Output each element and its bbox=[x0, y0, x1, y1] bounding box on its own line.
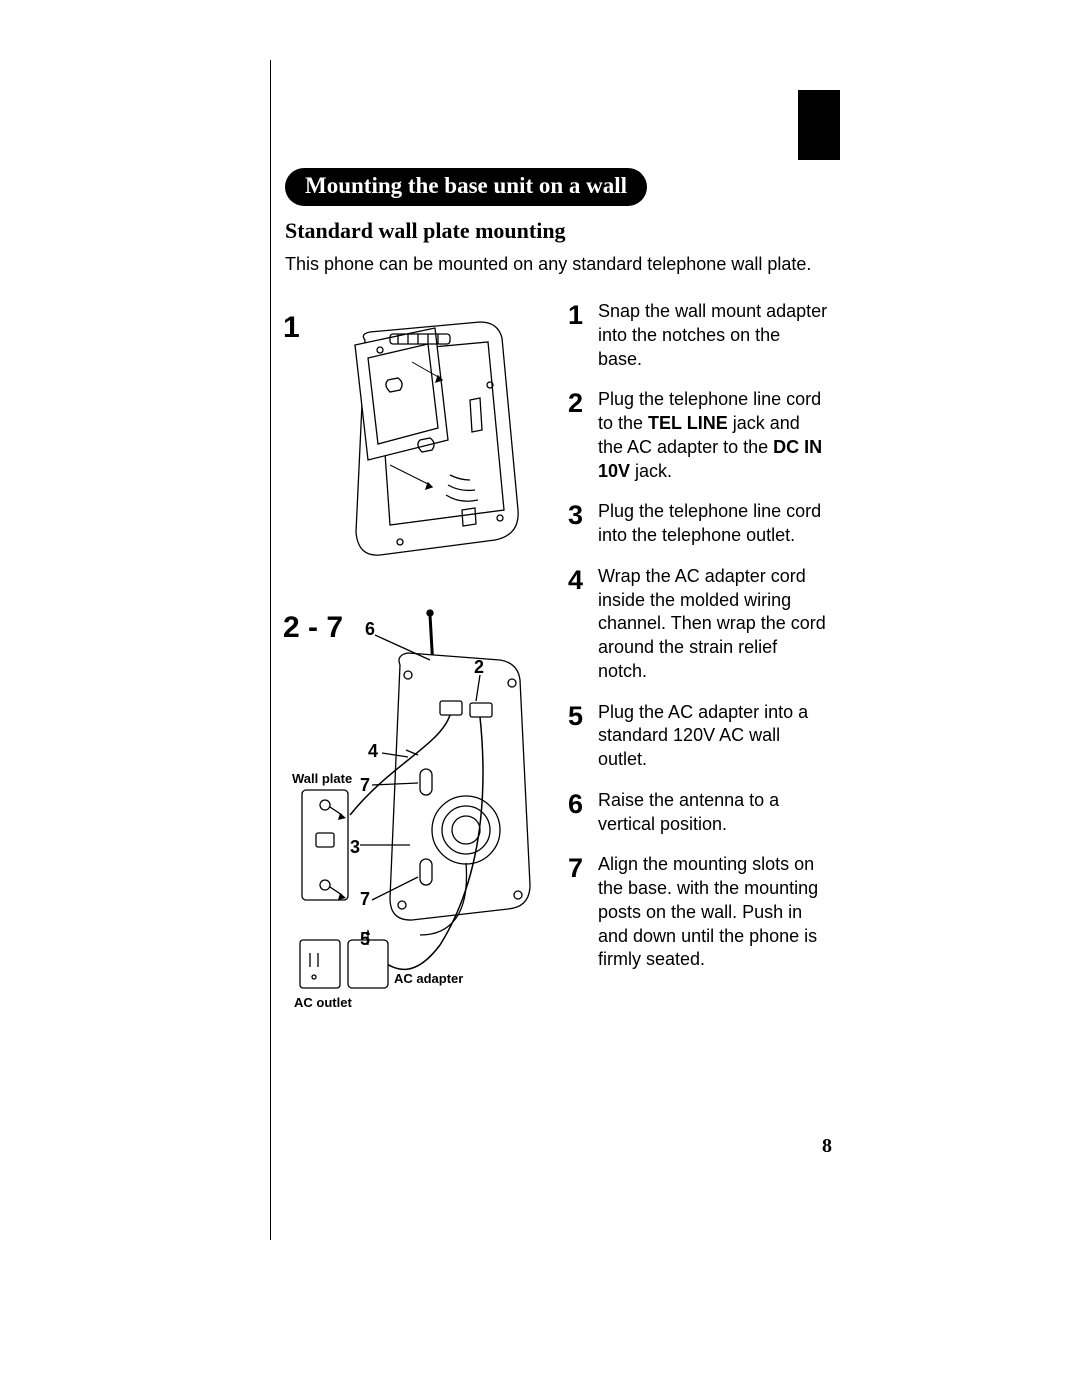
callout-7b: 7 bbox=[360, 889, 370, 909]
vertical-divider bbox=[270, 60, 271, 1240]
step-text: Wrap the AC adapter cord inside the mold… bbox=[598, 565, 828, 684]
step-list: 1Snap the wall mount adapter into the no… bbox=[568, 300, 828, 989]
section-subheading: Standard wall plate mounting bbox=[285, 218, 566, 244]
figure-2-illustration: 6 2 3 4 5 7 7 Wall plate AC adapter AC o… bbox=[290, 605, 545, 1035]
callout-6: 6 bbox=[365, 619, 375, 639]
step-number: 7 bbox=[568, 853, 598, 882]
step-number: 6 bbox=[568, 789, 598, 818]
base-unit-snap-icon bbox=[320, 310, 530, 570]
step-text: Raise the antenna to a vertical position… bbox=[598, 789, 828, 837]
section-tab-marker bbox=[798, 90, 840, 160]
step-number: 3 bbox=[568, 500, 598, 529]
step-number: 2 bbox=[568, 388, 598, 417]
step-item: 4Wrap the AC adapter cord inside the mol… bbox=[568, 565, 828, 684]
step-number: 5 bbox=[568, 701, 598, 730]
step-item: 6Raise the antenna to a vertical positio… bbox=[568, 789, 828, 837]
step-number: 4 bbox=[568, 565, 598, 594]
step-text: Snap the wall mount adapter into the not… bbox=[598, 300, 828, 371]
step-text: Plug the AC adapter into a standard 120V… bbox=[598, 701, 828, 772]
step-item: 7Align the mounting slots on the base. w… bbox=[568, 853, 828, 972]
page-number: 8 bbox=[822, 1135, 832, 1158]
intro-paragraph: This phone can be mounted on any standar… bbox=[285, 253, 825, 276]
callout-2: 2 bbox=[474, 657, 484, 677]
step-number: 1 bbox=[568, 300, 598, 329]
step-item: 3Plug the telephone line cord into the t… bbox=[568, 500, 828, 548]
step-item: 5Plug the AC adapter into a standard 120… bbox=[568, 701, 828, 772]
callout-7a: 7 bbox=[360, 775, 370, 795]
callout-4: 4 bbox=[368, 741, 378, 761]
step-text: Plug the telephone line cord into the te… bbox=[598, 500, 828, 548]
step-text: Plug the telephone line cord to the TEL … bbox=[598, 388, 828, 483]
label-ac-outlet: AC outlet bbox=[294, 995, 352, 1010]
figure-1-label: 1 bbox=[283, 311, 300, 345]
figure-1-illustration bbox=[320, 310, 530, 570]
step-item: 1Snap the wall mount adapter into the no… bbox=[568, 300, 828, 371]
callout-3: 3 bbox=[350, 837, 360, 857]
callout-5: 5 bbox=[360, 929, 370, 949]
wiring-diagram-icon: 6 2 3 4 5 7 7 Wall plate AC adapter AC o… bbox=[290, 605, 545, 1035]
section-heading: Mounting the base unit on a wall bbox=[285, 168, 647, 206]
step-text: Align the mounting slots on the base. wi… bbox=[598, 853, 828, 972]
step-item: 2Plug the telephone line cord to the TEL… bbox=[568, 388, 828, 483]
label-wall-plate: Wall plate bbox=[292, 771, 352, 786]
manual-page: Mounting the base unit on a wall Standar… bbox=[0, 0, 1080, 1386]
label-ac-adapter: AC adapter bbox=[394, 971, 463, 986]
